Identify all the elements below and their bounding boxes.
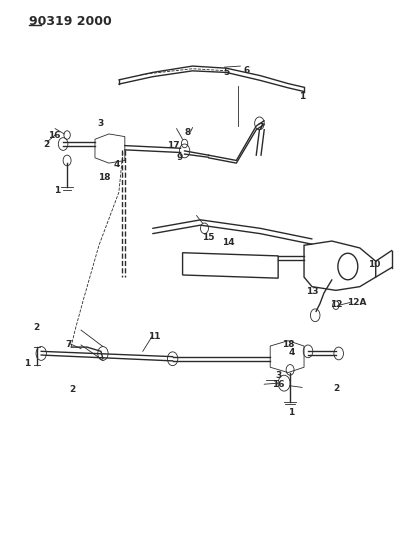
Text: 7: 7 bbox=[65, 340, 71, 349]
Text: 15: 15 bbox=[202, 233, 215, 242]
Text: 4: 4 bbox=[289, 349, 295, 358]
Text: 16: 16 bbox=[48, 131, 61, 140]
Text: 16: 16 bbox=[272, 379, 284, 389]
Text: 90319 2000: 90319 2000 bbox=[29, 14, 112, 28]
Text: 2: 2 bbox=[33, 323, 40, 332]
Text: 1: 1 bbox=[54, 186, 60, 195]
Text: 12A: 12A bbox=[347, 298, 367, 307]
Text: 2: 2 bbox=[333, 384, 339, 393]
Text: 18: 18 bbox=[98, 173, 110, 182]
Text: 10: 10 bbox=[368, 261, 380, 269]
Text: 11: 11 bbox=[148, 332, 161, 341]
Text: 1: 1 bbox=[288, 408, 294, 417]
Text: 6: 6 bbox=[243, 66, 249, 75]
Text: 17: 17 bbox=[167, 141, 180, 150]
Text: 5: 5 bbox=[223, 68, 229, 77]
Text: 2: 2 bbox=[43, 140, 49, 149]
Text: 3: 3 bbox=[97, 119, 103, 128]
Text: 1: 1 bbox=[24, 359, 30, 367]
Text: 4: 4 bbox=[114, 160, 120, 168]
Text: 3: 3 bbox=[275, 370, 281, 379]
Text: 9: 9 bbox=[176, 154, 183, 163]
Text: 2: 2 bbox=[69, 385, 75, 394]
Text: 13: 13 bbox=[306, 287, 318, 296]
Text: 8: 8 bbox=[184, 128, 191, 138]
Text: 12: 12 bbox=[330, 300, 342, 309]
Text: 7: 7 bbox=[257, 123, 263, 132]
Text: 18: 18 bbox=[282, 341, 294, 350]
Text: 1: 1 bbox=[299, 92, 305, 101]
Text: 14: 14 bbox=[222, 238, 235, 247]
